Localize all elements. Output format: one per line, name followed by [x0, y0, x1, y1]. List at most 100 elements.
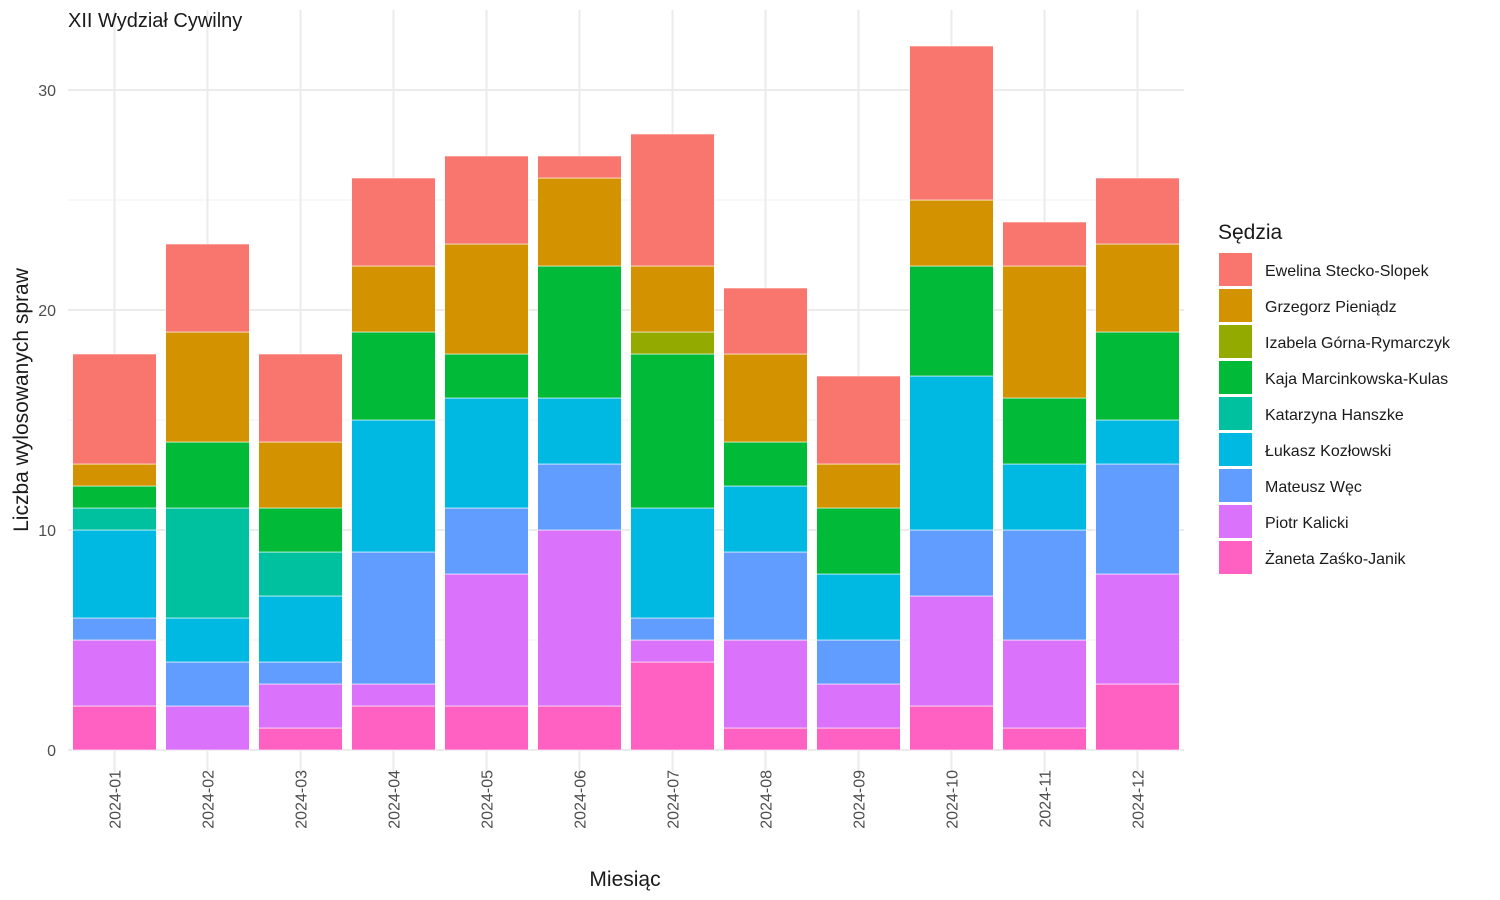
bar-segment	[72, 507, 157, 531]
bar-segment	[909, 45, 994, 201]
legend-label: Izabela Górna-Rymarczyk	[1265, 335, 1451, 352]
bar-segment	[816, 463, 901, 509]
bar-segment	[630, 133, 715, 267]
x-tick-label: 2024-04	[387, 770, 404, 829]
bar-segment	[351, 177, 436, 267]
bar-segment	[1095, 419, 1180, 465]
bar-segment	[816, 573, 901, 641]
bar-segment	[909, 595, 994, 707]
bar-segment	[165, 507, 250, 619]
bar-segment	[1002, 265, 1087, 399]
legend: Sędzia Ewelina Stecko-Slopek Grzegorz Pie…	[1218, 221, 1451, 574]
bar-segment	[909, 265, 994, 377]
bar-segment	[165, 441, 250, 509]
bar-segment	[165, 331, 250, 443]
bar-segment	[537, 155, 622, 179]
legend-label: Katarzyna Hanszke	[1265, 407, 1404, 424]
bar-segment	[351, 683, 436, 707]
legend-label: Mateusz Węc	[1265, 479, 1362, 496]
bar-segment	[630, 661, 715, 751]
bar-segment	[630, 507, 715, 619]
x-axis-ticks: 2024-01 2024-02 2024-03 2024-04 2024-05 2024-…	[108, 770, 1148, 829]
y-tick-label: 30	[38, 83, 56, 100]
bar-segment	[1002, 463, 1087, 531]
bar-segment	[537, 265, 622, 399]
bar-segment	[909, 375, 994, 531]
y-tick-label: 10	[38, 523, 56, 540]
bar-segment	[72, 529, 157, 619]
bar-segment	[1002, 639, 1087, 729]
x-tick-label: 2024-07	[666, 770, 683, 829]
bar-segment	[72, 353, 157, 465]
legend-swatch	[1219, 325, 1252, 358]
bar-segment	[1095, 177, 1180, 245]
y-tick-label: 20	[38, 303, 56, 320]
bar-segment	[1095, 683, 1180, 751]
bar-segment	[816, 683, 901, 729]
x-tick-label: 2024-06	[573, 770, 590, 829]
bar-segment	[72, 705, 157, 751]
legend-label: Piotr Kalicki	[1265, 515, 1349, 532]
legend-label: Żaneta Zaśko-Janik	[1265, 549, 1407, 568]
bar-segment	[165, 661, 250, 707]
x-tick-label: 2024-11	[1038, 770, 1055, 828]
bar-segment	[909, 529, 994, 597]
bar-segment	[351, 551, 436, 685]
x-tick-label: 2024-02	[201, 770, 218, 829]
chart-title: XII Wydział Cywilny	[68, 10, 242, 32]
bar-segment	[537, 463, 622, 531]
bars	[72, 45, 1180, 751]
bar-segment	[630, 639, 715, 663]
bar-segment	[630, 353, 715, 509]
bar-segment	[723, 441, 808, 487]
bar-segment	[165, 243, 250, 333]
legend-label: Kaja Marcinkowska-Kulas	[1265, 371, 1448, 388]
bar-segment	[723, 287, 808, 355]
y-axis-title: Liczba wylosowanych spraw	[10, 267, 33, 532]
bar-segment	[1002, 529, 1087, 641]
legend-swatch	[1219, 289, 1252, 322]
legend-label: Ewelina Stecko-Slopek	[1265, 263, 1430, 280]
legend-label: Łukasz Kozłowski	[1265, 443, 1391, 460]
bar-segment	[258, 595, 343, 663]
legend-swatch	[1219, 469, 1252, 502]
bar-segment	[537, 529, 622, 707]
bar-segment	[816, 375, 901, 465]
bar-segment	[1002, 727, 1087, 751]
bar-segment	[1095, 331, 1180, 421]
bar-segment	[909, 705, 994, 751]
legend-swatch	[1219, 397, 1252, 430]
bar-segment	[537, 177, 622, 267]
bar-segment	[537, 397, 622, 465]
bar-segment	[723, 727, 808, 751]
legend-swatch	[1219, 505, 1252, 538]
bar-segment	[723, 485, 808, 553]
bar-segment	[165, 705, 250, 751]
bar-segment	[258, 353, 343, 443]
x-tick-label: 2024-05	[480, 770, 497, 829]
legend-label: Grzegorz Pieniądz	[1265, 299, 1397, 316]
x-tick-label: 2024-01	[108, 770, 125, 829]
x-tick-label: 2024-12	[1131, 770, 1148, 829]
bar-segment	[72, 617, 157, 641]
bar-segment	[444, 507, 529, 575]
x-axis-title: Miesiąc	[589, 868, 660, 891]
x-tick-label: 2024-10	[945, 770, 962, 829]
x-tick-label: 2024-03	[294, 770, 311, 829]
bar-segment	[723, 353, 808, 443]
bar-segment	[444, 705, 529, 751]
bar-segment	[351, 331, 436, 421]
bar-segment	[351, 419, 436, 553]
bar-segment	[1095, 463, 1180, 575]
bar-segment	[72, 639, 157, 707]
bar-segment	[1002, 221, 1087, 267]
bar-segment	[723, 551, 808, 641]
bar-segment	[351, 265, 436, 333]
x-tick-label: 2024-09	[852, 770, 869, 829]
y-tick-label: 0	[47, 743, 56, 760]
legend-swatch	[1219, 433, 1252, 466]
bar-segment	[444, 243, 529, 355]
legend-swatch	[1219, 253, 1252, 286]
bar-segment	[816, 639, 901, 685]
